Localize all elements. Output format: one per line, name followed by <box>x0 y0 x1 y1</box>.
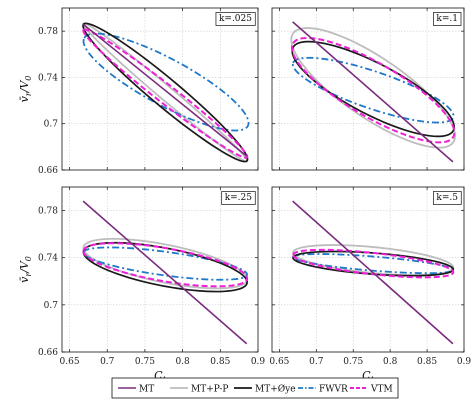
x-axis-label-main: C <box>362 369 371 382</box>
panel-label: k=.25 <box>221 191 256 205</box>
x-tick-label: 0.75 <box>343 357 363 367</box>
x-tick-label: 0.85 <box>417 357 437 367</box>
x-axis-label-main: C <box>154 369 163 382</box>
panel-label-box <box>433 191 462 205</box>
x-tick-label: 0.85 <box>210 357 230 367</box>
panel-label: k=.5 <box>433 191 462 205</box>
x-tick-label: 0.8 <box>383 357 398 367</box>
legend-label-fwvr: FWVR <box>319 385 348 395</box>
panel-label-box <box>433 12 462 26</box>
panel-frame <box>271 186 465 353</box>
series-mtpp <box>290 27 456 149</box>
y-tick-label: 0.7 <box>44 120 59 130</box>
panel-2: k=.1 <box>271 7 465 171</box>
legend-label-mtoye: MT+Øye <box>255 384 296 395</box>
series-mt <box>292 21 454 163</box>
legend-label-mt: MT <box>139 385 154 395</box>
x-tick-label: 0.9 <box>251 357 266 367</box>
x-tick-label: 0.7 <box>100 357 115 367</box>
panel-label-box <box>221 191 256 205</box>
y-axis-label-div: /V <box>18 80 31 94</box>
y-axis-label-sub-r: r <box>24 272 33 277</box>
panel-frame <box>61 7 259 171</box>
y-tick-label: 0.74 <box>38 254 58 264</box>
legend-label-mtpp: MT+P-P <box>191 385 228 395</box>
panel-1: 0.66 0.7 0.74 0.78 k=.025 v̄r/V0 <box>18 7 259 176</box>
legend: MT MT+P-P MT+Øye FWVR VTM <box>111 377 399 399</box>
series-mt <box>292 200 454 345</box>
series-mt <box>82 23 248 157</box>
y-tick-label: 0.78 <box>38 27 58 37</box>
y-axis-label: v̄r/V0 <box>18 76 33 103</box>
series-mtoye <box>292 250 455 277</box>
legend-label-vtm: VTM <box>370 385 393 395</box>
panel-3: 0.65 0.7 0.75 0.8 0.85 0.9 0.66 0.7 0.74 0.78 k=.2… <box>18 186 266 384</box>
panel-background <box>62 8 258 170</box>
legend-box <box>111 377 399 399</box>
y-axis-label-v: v̄ <box>18 276 31 283</box>
y-axis-label-sub-r: r <box>24 91 33 96</box>
y-tick-label: 0.74 <box>38 73 58 83</box>
x-tick-label: 0.8 <box>175 357 190 367</box>
panel-label-text: k=.5 <box>436 193 458 203</box>
panel-label: k=.025 <box>215 12 256 26</box>
series-vtm <box>292 248 455 279</box>
y-axis-label-sub-0: 0 <box>24 256 33 261</box>
series-vtm <box>82 28 249 159</box>
series-fwvr <box>82 32 250 132</box>
series-fwvr <box>82 246 248 281</box>
panel-label-text: k=.1 <box>436 14 458 24</box>
series-mtoye <box>82 22 249 163</box>
y-axis-label: v̄r/V0 <box>18 256 33 283</box>
panel-label-text: k=.025 <box>219 14 252 24</box>
panel-label-text: k=.25 <box>225 193 253 203</box>
x-tick-label: 0.75 <box>135 357 155 367</box>
x-tick-label: 0.7 <box>309 357 324 367</box>
y-axis-label-div: /V <box>18 260 31 274</box>
series-vtm <box>82 242 249 288</box>
x-tick-label: 0.65 <box>60 357 80 367</box>
panel-4: 0.650.70.750.80.850.9k=.5Ct <box>269 186 472 384</box>
series-mt <box>82 200 248 345</box>
x-tick-label: 0.9 <box>457 357 472 367</box>
y-tick-label: 0.66 <box>38 166 58 176</box>
series-fwvr <box>292 253 455 275</box>
y-axis-label-sub-0: 0 <box>24 76 33 81</box>
panel-label: k=.1 <box>433 12 462 26</box>
y-tick-label: 0.7 <box>44 301 59 311</box>
panel-frame <box>61 186 259 353</box>
series-vtm <box>290 36 456 144</box>
y-tick-label: 0.66 <box>38 348 58 358</box>
y-tick-label: 0.78 <box>38 207 58 217</box>
series-mtoye <box>291 40 455 138</box>
x-tick-label: 0.65 <box>269 357 289 367</box>
y-axis-label-v: v̄ <box>18 95 31 102</box>
panel-frame <box>271 7 465 171</box>
panel-label-box <box>215 12 256 26</box>
